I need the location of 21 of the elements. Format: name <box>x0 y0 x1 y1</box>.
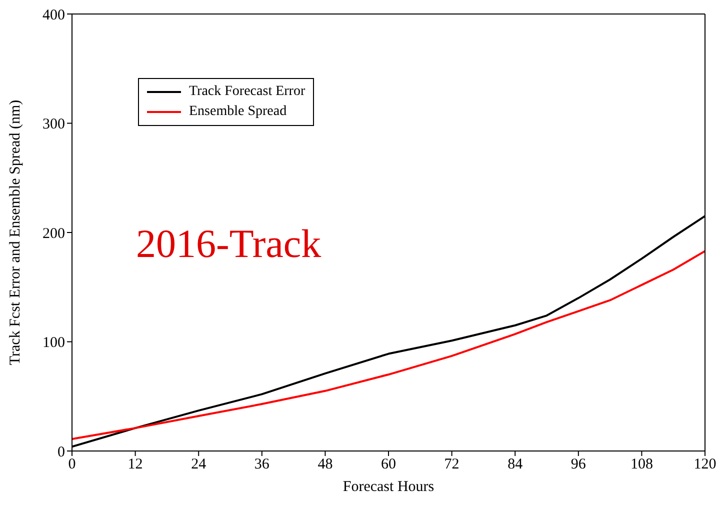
legend-label: Track Forecast Error <box>189 84 306 100</box>
x-tick-label: 0 <box>68 456 76 473</box>
x-tick-label: 120 <box>694 456 716 473</box>
x-tick-label: 60 <box>381 456 396 473</box>
x-tick-label: 36 <box>254 456 270 473</box>
x-tick-label: 24 <box>191 456 207 473</box>
x-tick-label: 48 <box>318 456 333 473</box>
x-tick-label: 84 <box>508 456 524 473</box>
y-tick-label: 200 <box>42 226 65 242</box>
y-axis-title: Track Fcst Error and Ensemble Spread (nm) <box>7 100 24 366</box>
x-axis-title: Forecast Hours <box>342 479 434 495</box>
y-tick-label: 300 <box>42 116 65 133</box>
x-tick-label: 108 <box>630 456 653 473</box>
y-tick-label: 400 <box>42 7 65 24</box>
x-tick-label: 72 <box>444 456 460 473</box>
legend-label: Ensemble Spread <box>189 104 287 120</box>
y-tick-label: 0 <box>58 444 65 460</box>
y-tick-label: 100 <box>42 335 65 352</box>
x-tick-label: 12 <box>128 456 143 473</box>
x-tick-label: 96 <box>570 456 586 473</box>
annotation: 2016-Track <box>136 220 322 267</box>
